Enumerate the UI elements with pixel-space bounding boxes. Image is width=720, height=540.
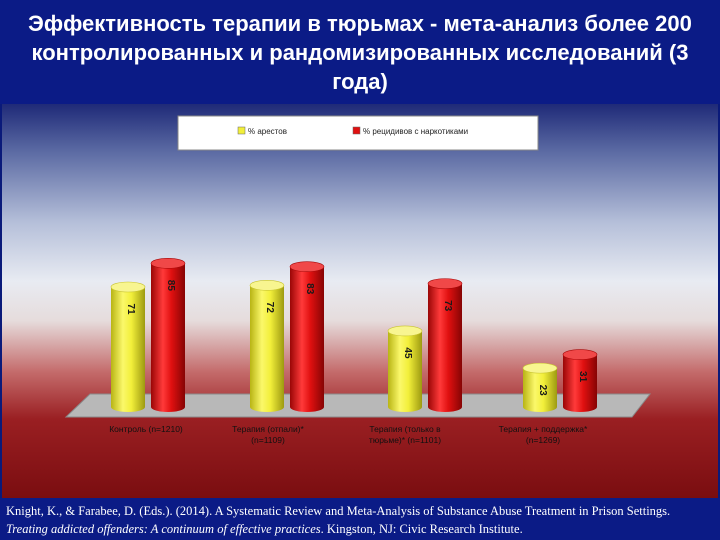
bars-group: 71 85 72 83 45 73 23 31 [110, 258, 598, 412]
bar-body [290, 266, 324, 412]
bar-arrests-4: 23 [522, 362, 558, 412]
title-banner: Эффективность терапии в тюрьмах - мета-а… [0, 0, 720, 104]
bar-top [522, 362, 558, 374]
bar-top [427, 278, 463, 289]
bar-value-label: 73 [442, 300, 453, 312]
bar-value-label: 23 [537, 385, 548, 397]
bar-top [110, 281, 146, 293]
legend-swatch-2 [352, 126, 361, 135]
bar-arrests-2: 72 [249, 280, 285, 412]
bar-arrests-3: 45 [387, 325, 423, 412]
legend-label-2: % рецидивов с наркотиками [363, 127, 468, 136]
category-label-2: (n=1109) [251, 435, 285, 445]
bar-relapse-1: 85 [150, 258, 186, 412]
bar-relapse-3: 73 [427, 278, 463, 412]
bar-top [249, 280, 285, 291]
bar-value-label: 71 [125, 303, 136, 315]
bar-value-label: 83 [304, 283, 315, 295]
legend: % арестов % рецидивов с наркотиками [237, 126, 468, 136]
bar-arrests-1: 71 [110, 281, 146, 412]
bar-top [562, 349, 598, 360]
category-label-1: Контроль (n=1210) [109, 424, 183, 434]
category-label-3: тюрьме)* (n=1101) [369, 435, 441, 445]
bar-body [523, 368, 557, 412]
bar-body [428, 283, 462, 412]
citation-end: . Kingston, NJ: Civic Research Institute… [320, 522, 523, 536]
bar-value-label: 72 [264, 302, 275, 314]
citation: Knight, K., & Farabee, D. (Eds.). (2014)… [0, 498, 720, 540]
bar-body [111, 287, 145, 412]
bar-top [150, 258, 186, 269]
category-label-4: (n=1269) [526, 435, 560, 445]
bar-top [387, 325, 423, 337]
bar-body [250, 285, 284, 412]
x-axis-labels: Контроль (n=1210) Терапия (отпали)*(n=110… [109, 424, 588, 445]
bar-body [151, 263, 185, 412]
bar-body [563, 354, 597, 412]
bar-top [289, 261, 325, 273]
bar-body [388, 330, 422, 412]
category-label-2: Терапия (отпали)* [232, 424, 304, 434]
legend-swatch-1 [237, 126, 246, 135]
bar-value-label: 45 [402, 347, 413, 359]
chart-panel: % арестов% рецидивов с наркотиками 71 85 7… [2, 104, 718, 498]
citation-italic: Treating addicted offenders: A continuum… [6, 522, 321, 536]
category-label-4: Терапия + поддержка* [499, 424, 588, 434]
bar-value-label: 31 [577, 371, 588, 383]
bar-relapse-2: 83 [289, 261, 325, 412]
page-title: Эффективность терапии в тюрьмах - мета-а… [28, 10, 692, 94]
bar-relapse-4: 31 [562, 349, 598, 412]
bar-chart: % арестов% рецидивов с наркотиками 71857… [64, 115, 652, 445]
category-label-3: Терапия (только в [369, 424, 441, 434]
chart-floor [64, 393, 652, 418]
bar-value-label: 85 [165, 280, 176, 292]
citation-text: Knight, K., & Farabee, D. (Eds.). (2014)… [6, 504, 671, 518]
legend-label-1: % арестов [248, 127, 287, 136]
